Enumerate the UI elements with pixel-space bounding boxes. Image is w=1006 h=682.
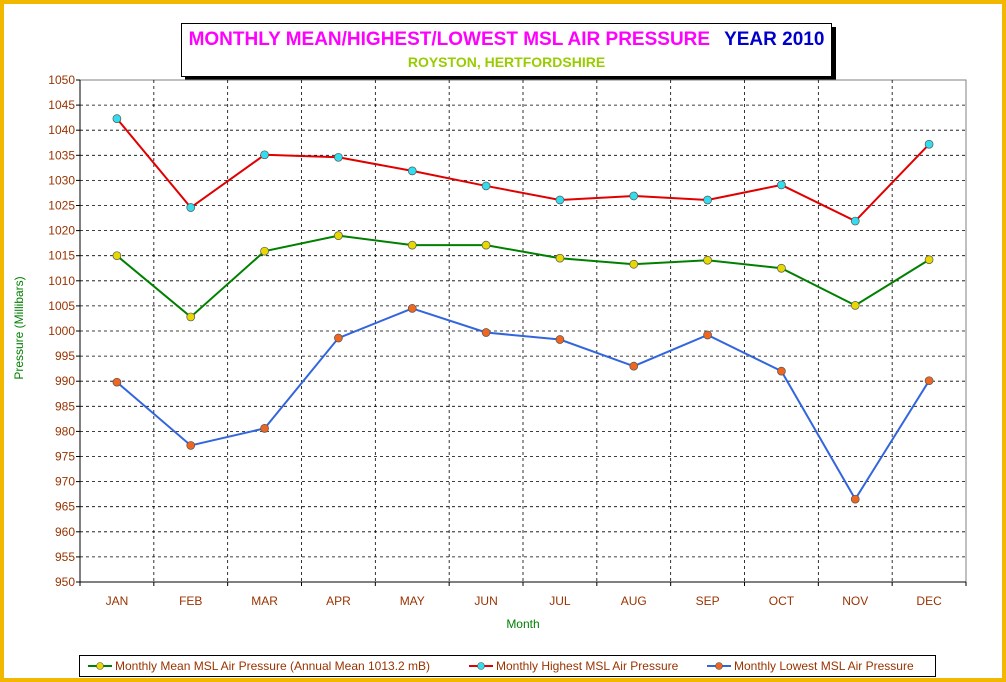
data-point-high [334,152,343,162]
data-point-high [186,203,196,212]
x-tick-label: SEP [696,594,720,608]
line-chart: 950 955 960 965 970 975 980 985 990 995 1000 1005 10… [12,73,967,631]
y-tick-label: 960 [55,525,75,539]
data-point-mean [555,253,565,263]
data-point-mean [629,259,639,269]
data-point-low [334,333,343,343]
data-point-high [703,195,712,205]
data-point-mean [186,312,196,322]
data-point-high [777,180,786,190]
legend-low-symbol [707,662,731,670]
data-point-high [629,191,639,201]
x-tick-label: JUL [549,594,571,608]
y-tick-label: 1005 [48,299,75,313]
y-tick-label: 970 [55,475,75,489]
data-point-low [481,328,491,337]
data-point-low [555,335,565,344]
data-point-mean [407,240,417,250]
data-point-mean [850,301,860,310]
x-axis-title: Month [506,617,539,631]
title-box: MONTHLY MEAN/HIGHEST/LOWEST MSL AIR PRES… [181,23,832,77]
legend-item-mean: Monthly Mean MSL Air Pressure (Annual Me… [88,659,430,673]
data-point-high [555,195,565,205]
data-point-low [260,424,269,433]
legend-mean-label: Monthly Mean MSL Air Pressure (Annual Me… [115,659,431,673]
x-tick-label: NOV [842,594,868,608]
y-tick-label: 1025 [48,199,75,213]
y-tick-label: 1015 [48,249,75,263]
y-tick-label: 1010 [48,274,75,288]
data-point-low [629,361,639,371]
y-tick-label: 1035 [48,148,75,162]
y-tick-label: 1020 [48,224,75,238]
legend-mean-symbol [88,662,112,670]
title-line: MONTHLY MEAN/HIGHEST/LOWEST MSL AIR PRES… [182,29,831,51]
data-point-high [924,139,934,149]
data-point-mean [703,255,712,265]
data-point-high [481,181,491,191]
chart-subtitle: ROYSTON, HERTFORDSHIRE [407,54,606,70]
data-point-mean [112,251,122,261]
data-point-high [112,114,122,124]
y-tick-label: 1050 [48,73,75,87]
y-tick-label: 975 [55,450,75,464]
legend-high-symbol [469,662,493,670]
x-tick-label: FEB [179,594,202,608]
series-line-low [116,307,930,502]
y-tick-label: 950 [55,575,75,589]
x-tick-label: DEC [916,594,942,608]
data-point-mean [924,255,934,265]
data-point-high [260,150,269,160]
data-point-low [850,494,860,504]
data-point-mean [334,231,343,240]
y-tick-label: 990 [55,374,75,388]
chart-year: YEAR 2010 [724,29,825,50]
y-tick-label: 1045 [48,98,75,112]
data-point-low [777,366,786,376]
data-point-low [186,441,196,450]
data-point-low [112,377,122,387]
data-point-mean [260,246,269,256]
data-point-low [924,376,934,386]
legend-item-low: Monthly Lowest MSL Air Pressure [707,659,914,673]
y-tick-label: 980 [55,424,75,438]
y-axis-title: Pressure (Millibars) [12,276,26,379]
y-tick-label: 1040 [48,123,75,137]
y-tick-label: 985 [55,399,75,413]
x-tick-label: JUN [474,594,497,608]
legend-high-label: Monthly Highest MSL Air Pressure [496,659,679,673]
data-point-low [407,304,417,313]
x-tick-label: MAR [251,594,278,608]
x-tick-label: OCT [769,594,795,608]
legend-item-high: Monthly Highest MSL Air Pressure [469,659,678,673]
chart-title: MONTHLY MEAN/HIGHEST/LOWEST MSL AIR PRES… [188,29,711,50]
y-tick-label: 965 [55,500,75,514]
data-point-high [407,166,417,176]
y-tick-label: 1030 [48,173,75,187]
legend: Monthly Mean MSL Air Pressure (Annual Me… [79,655,936,677]
y-tick-label: 995 [55,349,75,363]
y-tick-label: 1000 [48,324,75,338]
data-point-mean [777,263,786,273]
data-point-high [850,216,860,226]
data-point-mean [481,240,491,250]
legend-low-label: Monthly Lowest MSL Air Pressure [734,659,914,673]
x-tick-label: AUG [621,594,647,608]
series-line-mean [116,234,930,319]
series-line-high [116,118,930,223]
x-tick-label: JAN [106,594,129,608]
x-tick-label: APR [326,594,351,608]
y-tick-label: 955 [55,550,75,564]
x-tick-label: MAY [400,594,425,608]
data-point-low [703,330,712,340]
